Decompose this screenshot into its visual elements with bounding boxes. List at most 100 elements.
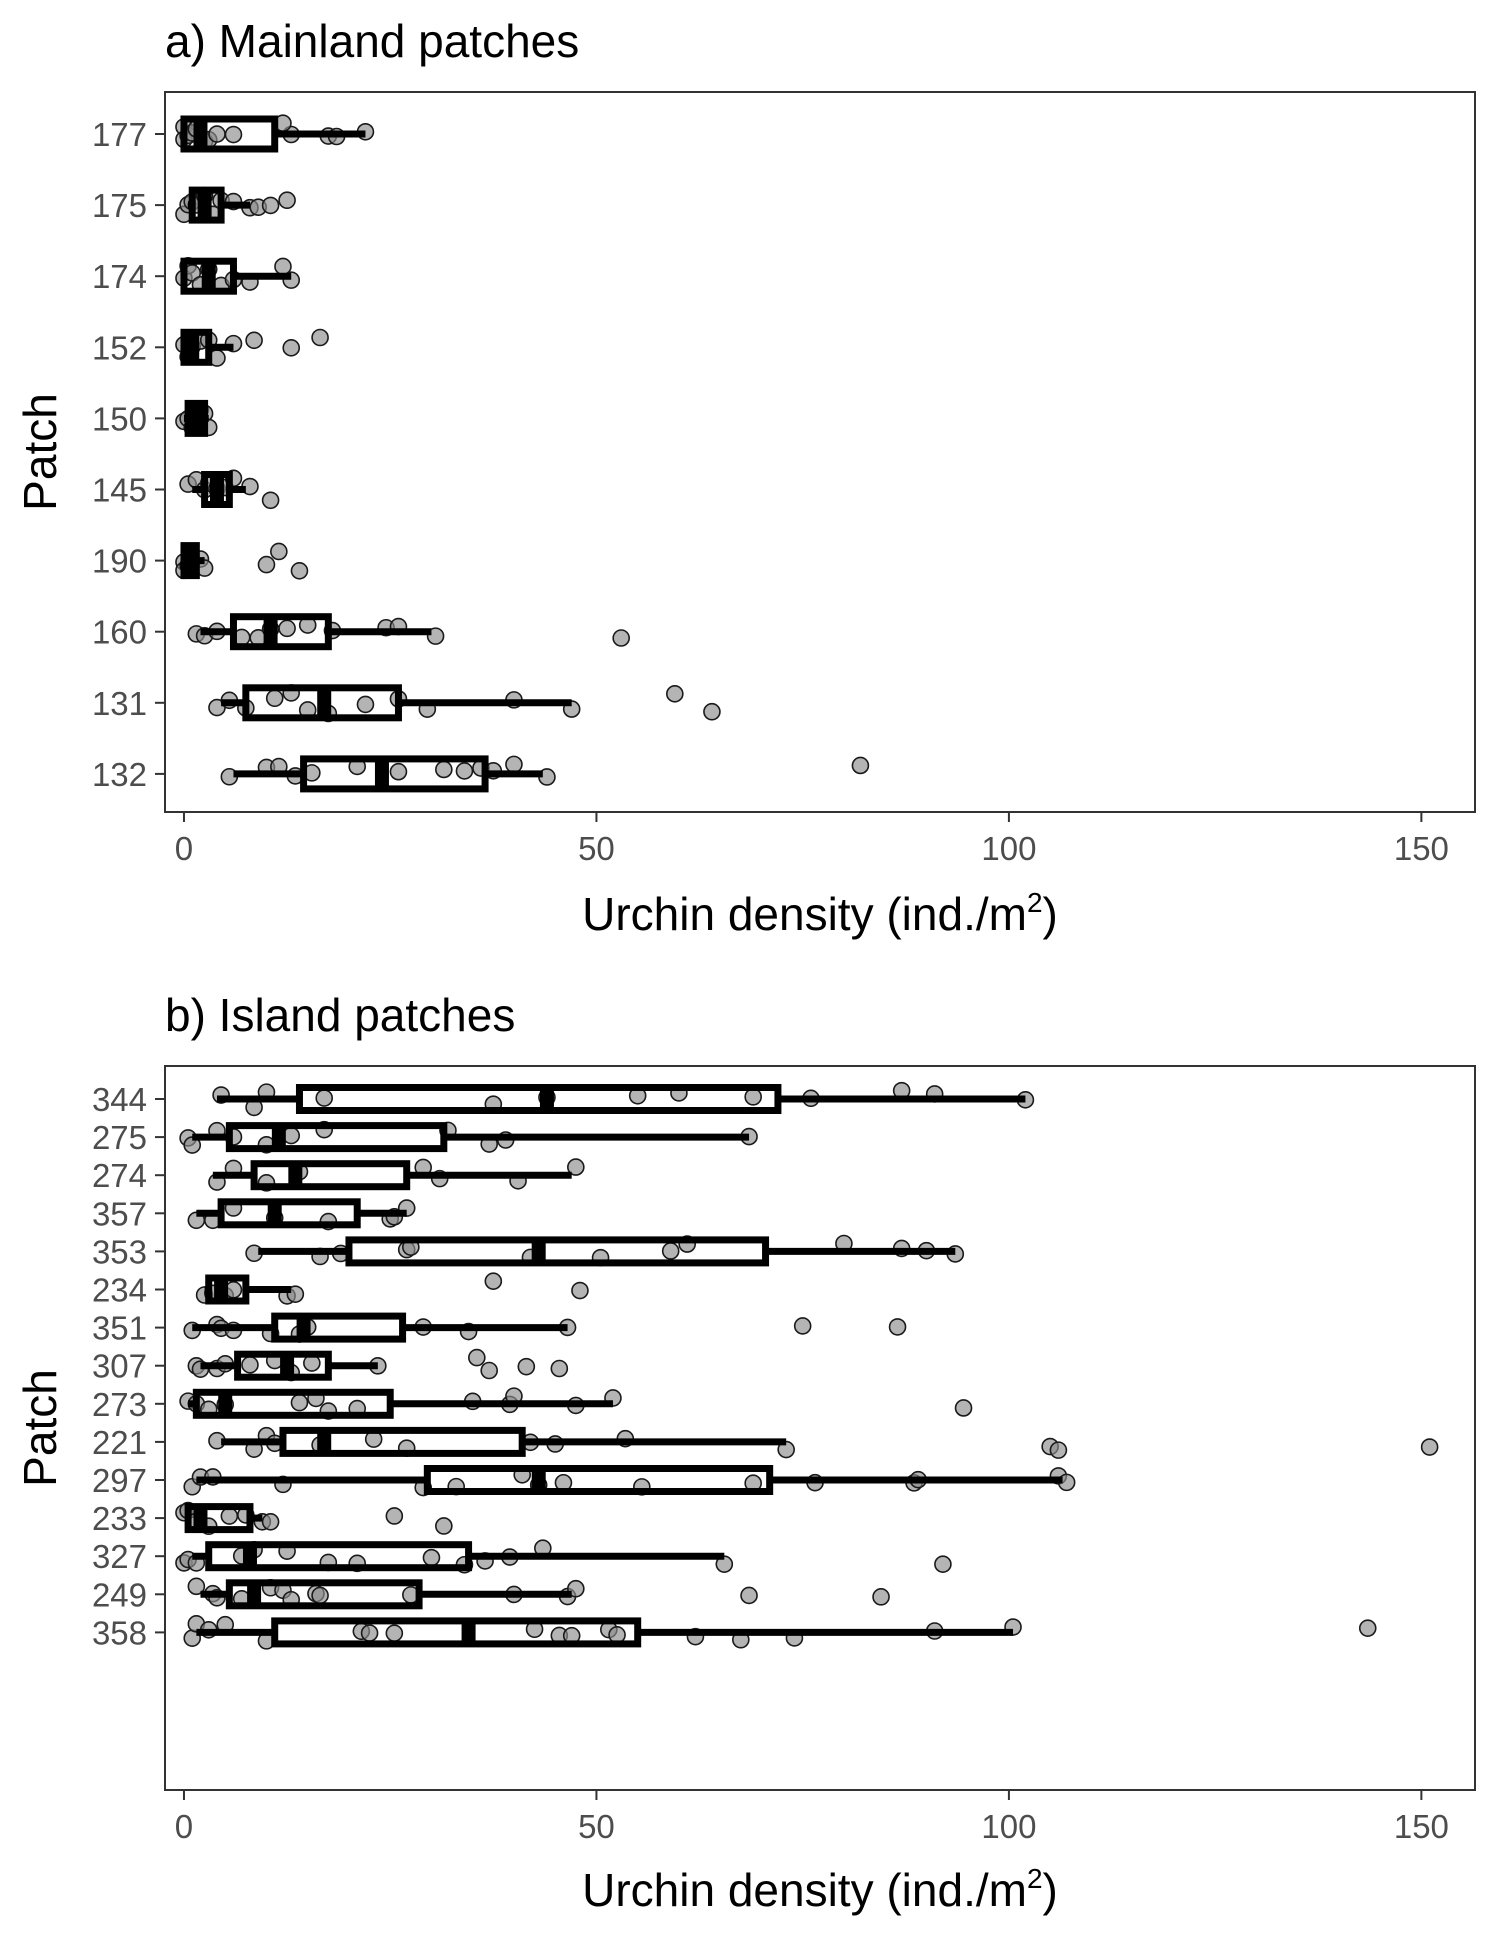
panel-a-y-tick-label: 160 bbox=[92, 614, 147, 651]
panel-b-x-tick-label: 100 bbox=[981, 1808, 1036, 1845]
panel-a-data-point bbox=[455, 762, 474, 780]
panel-b-y-tick-label: 307 bbox=[92, 1348, 147, 1385]
panel-a-data-point bbox=[389, 762, 408, 781]
panel-b-x-axis-title: Urchin density (ind./m2) bbox=[582, 1863, 1058, 1916]
panel-b-data-point bbox=[480, 1361, 499, 1380]
panel-b-y-tick-label: 249 bbox=[92, 1576, 147, 1613]
panel-a-x-tick-label: 50 bbox=[578, 830, 615, 867]
panel-a-y-tick-label: 175 bbox=[92, 187, 147, 224]
iqr-box bbox=[217, 1198, 361, 1229]
panel-b-data-point bbox=[468, 1348, 486, 1367]
panel-b-y-tick-label: 274 bbox=[92, 1157, 147, 1194]
panel-b-y-tick-label: 344 bbox=[92, 1081, 147, 1118]
panel-b-data-point bbox=[422, 1548, 441, 1567]
panel-a-data-point bbox=[278, 619, 296, 638]
iqr-box bbox=[271, 1312, 407, 1343]
panel-b-y-tick-label: 351 bbox=[92, 1310, 147, 1347]
panel-b-data-point bbox=[1049, 1441, 1068, 1459]
panel-b-boxplot-307 bbox=[200, 1350, 378, 1381]
panel-a-data-point bbox=[426, 627, 445, 645]
iqr-box bbox=[229, 613, 332, 651]
panel-b-boxplot-297 bbox=[196, 1465, 1063, 1495]
panel-a-x-axis-title-text: Urchin density (ind./m bbox=[582, 888, 1027, 940]
panel-a-data-point bbox=[505, 755, 523, 774]
panel-b-data-point bbox=[385, 1624, 404, 1642]
panel-b-boxplot-344 bbox=[216, 1084, 1026, 1114]
panel-b-x-tick-label: 150 bbox=[1394, 1808, 1449, 1845]
panel-b-data-point bbox=[888, 1318, 907, 1336]
panel-b-boxplot-274 bbox=[212, 1160, 572, 1191]
panel-a-data-point bbox=[261, 491, 280, 510]
panel-b-x-axis-title-end: ) bbox=[1043, 1864, 1058, 1916]
panel-a-boxplot-177 bbox=[180, 115, 366, 153]
panel-b-data-point bbox=[567, 1158, 585, 1176]
panel-a-data-point bbox=[311, 328, 329, 347]
panel-b-data-point bbox=[261, 1513, 280, 1531]
panel-b-y-tick-label: 353 bbox=[92, 1233, 147, 1270]
panel-b-boxplot-273 bbox=[188, 1388, 613, 1419]
panel-a-boxplot-132 bbox=[233, 755, 543, 793]
iqr-box bbox=[423, 1465, 774, 1495]
panel-b-data-point bbox=[220, 1507, 239, 1525]
panel-a-data-point bbox=[265, 689, 284, 708]
panel-a-data-point bbox=[435, 760, 453, 779]
panel-a-data-point bbox=[612, 629, 630, 647]
iqr-box bbox=[345, 1236, 770, 1267]
iqr-box bbox=[295, 1084, 782, 1114]
panel-a-x-axis-title-end: ) bbox=[1043, 888, 1058, 940]
iqr-box bbox=[184, 1503, 254, 1534]
panel-a-data-point bbox=[290, 561, 309, 580]
panel-a-y-axis-title: Patch bbox=[14, 393, 66, 511]
panel-b-title: b) Island patches bbox=[165, 989, 515, 1041]
panel-a-x-axis-title-sup: 2 bbox=[1027, 887, 1043, 918]
panel-b-data-point bbox=[435, 1517, 453, 1535]
iqr-box bbox=[250, 1160, 411, 1191]
panel-b-ticks: 0 50 100 1503442752743573532343513072732212… bbox=[92, 1081, 1449, 1845]
iqr-box bbox=[225, 1122, 448, 1153]
panel-b-y-tick-label: 358 bbox=[92, 1614, 147, 1651]
panel-a-data-point bbox=[666, 685, 684, 703]
panel-a-x-tick-label: 150 bbox=[1394, 830, 1449, 867]
panel-a-x-axis-title: Urchin density (ind./m2) bbox=[582, 887, 1058, 940]
panel-a-data-point bbox=[703, 702, 721, 721]
panel-b-data-point bbox=[571, 1281, 589, 1300]
panel-b-boxplot-357 bbox=[196, 1198, 407, 1229]
panel-a-plot-border bbox=[164, 91, 1476, 813]
panel-a-boxplot-131 bbox=[221, 684, 572, 722]
panel-b-data-point bbox=[484, 1272, 503, 1290]
panel-a-data-point bbox=[278, 191, 296, 210]
panel-a-y-tick-label: 152 bbox=[92, 329, 147, 366]
panel-b-y-tick-label: 297 bbox=[92, 1462, 147, 1499]
panel-b-data-point bbox=[661, 1242, 680, 1260]
panel-b-boxplot-249 bbox=[200, 1579, 572, 1610]
panel-a-ticks: 0 50 100 150 177 175 174 152 150 145 190 160 131 132 bbox=[92, 116, 1449, 867]
panel-a-y-tick-label: 177 bbox=[92, 116, 147, 153]
panel-a-boxplot-190 bbox=[180, 542, 205, 580]
panel-b-boxplot-351 bbox=[192, 1312, 568, 1343]
panel-a-y-tick-label: 150 bbox=[92, 400, 147, 437]
panel-b-marks bbox=[175, 1081, 1439, 1650]
panel-b-data-point bbox=[954, 1399, 973, 1417]
panel-b-boxplot-358 bbox=[196, 1617, 1014, 1648]
panel-a-y-tick-label: 174 bbox=[92, 258, 147, 295]
panel-a-data-point bbox=[245, 331, 263, 350]
panel-b-x-tick-label: 50 bbox=[578, 1808, 615, 1845]
panel-b-data-point bbox=[793, 1317, 812, 1335]
panel-b-boxplot-221 bbox=[221, 1426, 787, 1457]
panel-a-data-point bbox=[208, 125, 226, 143]
panel-b-data-point bbox=[740, 1586, 758, 1605]
panel-b-data-point bbox=[567, 1579, 585, 1598]
panel-a-data-point bbox=[270, 542, 288, 561]
panel-a-title: a) Mainland patches bbox=[165, 15, 579, 67]
panel-a-y-tick-label: 190 bbox=[92, 543, 147, 580]
panel-a-x-tick-label: 100 bbox=[981, 830, 1036, 867]
panel-b-data-point bbox=[286, 1285, 305, 1303]
panel-b-x-axis-title-sup: 2 bbox=[1027, 1863, 1043, 1894]
panel-a-y-tick-label: 145 bbox=[92, 472, 147, 509]
panel-b-y-tick-label: 275 bbox=[92, 1119, 147, 1156]
panel-a-x-tick-label: 0 bbox=[175, 830, 193, 867]
panel-b-data-point bbox=[241, 1356, 259, 1374]
panel-a-data-point bbox=[224, 125, 243, 144]
panel-a-y-tick-label: 132 bbox=[92, 756, 147, 793]
panel-b-plot-border bbox=[164, 1065, 1476, 1791]
